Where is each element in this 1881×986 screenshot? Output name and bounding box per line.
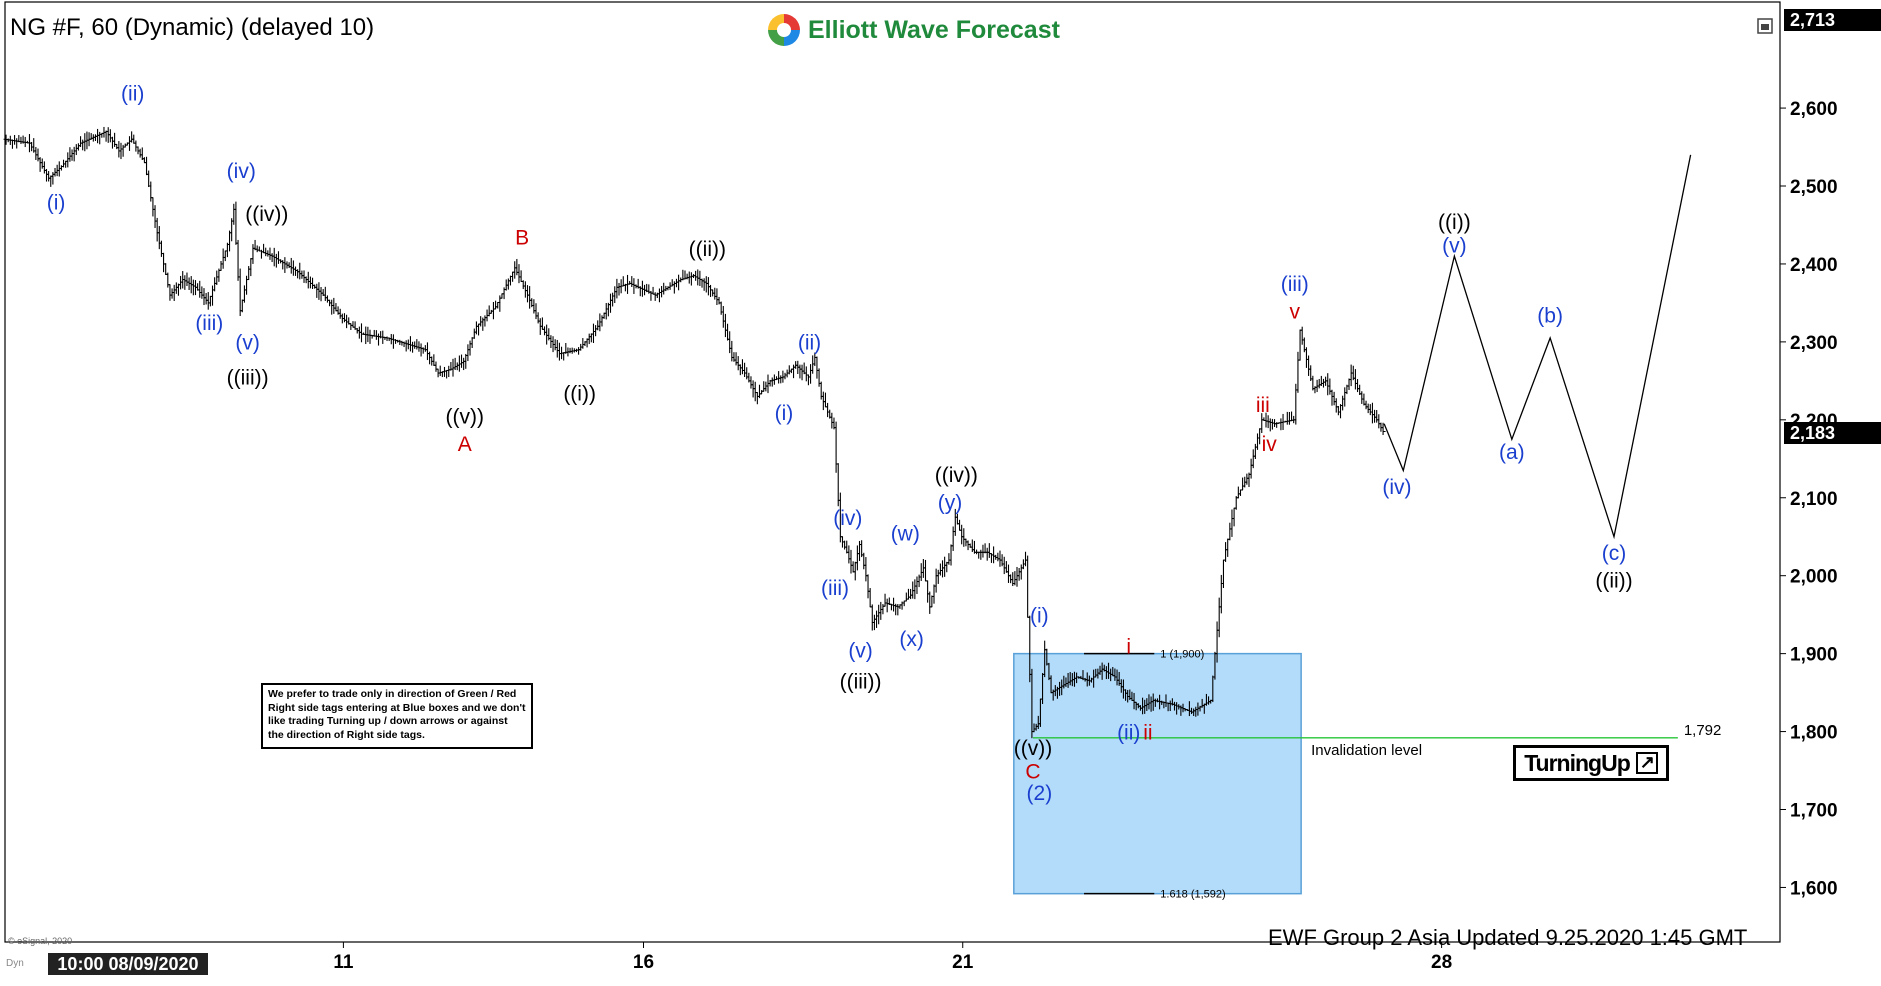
wave-label: (ii) — [1117, 721, 1140, 744]
wave-label: (v) — [848, 640, 873, 663]
turning-up-badge: TurningUp ↗ — [1513, 745, 1669, 781]
wave-label: (ii) — [798, 332, 821, 355]
x-tick-label: 16 — [633, 952, 654, 973]
wave-label: ((ii)) — [1595, 569, 1632, 592]
top-price-tag: 2,713 — [1784, 9, 1881, 31]
brand-name: Elliott Wave Forecast — [808, 15, 1060, 44]
wave-label: (w) — [891, 523, 920, 546]
wave-label: (iii) — [195, 312, 223, 335]
x-tick-label: 28 — [1431, 952, 1452, 973]
wave-label: (iv) — [833, 507, 862, 530]
wave-label: C — [1025, 760, 1040, 783]
wave-label: (i) — [1030, 604, 1049, 627]
wave-label: B — [515, 226, 529, 249]
current-price-tag: 2,183 — [1784, 422, 1881, 445]
wave-label: (2) — [1027, 782, 1053, 805]
wave-label: A — [458, 433, 472, 456]
y-tick-label: 1,600 — [1790, 878, 1838, 899]
wave-label: (a) — [1499, 441, 1525, 464]
plot-border — [4, 1, 1781, 943]
wave-label: (c) — [1602, 542, 1627, 565]
turning-up-label: TurningUp — [1524, 749, 1631, 776]
wave-label: (y) — [938, 491, 963, 514]
y-tick-label: 2,100 — [1790, 489, 1838, 510]
wave-label: ((v)) — [1014, 737, 1052, 760]
wave-label: ((iv)) — [935, 464, 978, 487]
brand-logo-icon — [768, 14, 800, 46]
y-tick-label: 2,500 — [1790, 177, 1838, 198]
wave-label: (i) — [775, 402, 794, 425]
wave-label: ((v)) — [445, 406, 483, 429]
wave-label: (ii) — [121, 82, 144, 105]
wave-label: (v) — [235, 332, 260, 355]
wave-label: ii — [1143, 721, 1152, 744]
arrow-up-right-icon: ↗ — [1635, 752, 1658, 774]
wave-label: (iv) — [1382, 476, 1411, 499]
y-tick-label: 1,700 — [1790, 801, 1838, 822]
x-tick-label: 11 — [333, 952, 354, 973]
wave-label: v — [1289, 301, 1300, 324]
window-restore-icon[interactable] — [1757, 18, 1773, 34]
copyright-text: © eSignal, 2020 — [8, 936, 73, 946]
fib-level-label: 1.618 (1,592) — [1160, 889, 1225, 901]
wave-label: ((i)) — [563, 382, 596, 405]
projection-path — [1383, 154, 1692, 540]
wave-label: (x) — [899, 628, 924, 651]
fib-level-label: 1 (1,900) — [1160, 649, 1204, 661]
y-tick-label: 2,000 — [1790, 567, 1838, 588]
wave-label: (iv) — [227, 160, 256, 183]
y-tick-label: 1,800 — [1790, 723, 1838, 744]
y-tick-label: 2,400 — [1790, 255, 1838, 276]
wave-label: (i) — [47, 191, 66, 214]
wave-label: i — [1126, 636, 1131, 659]
wave-label: ((ii)) — [689, 238, 726, 261]
cursor-date: 10:00 08/09/2020 — [48, 953, 208, 975]
wave-label: ((iv)) — [245, 203, 288, 226]
wave-label: (b) — [1537, 304, 1563, 327]
invalidation-value: 1,792 — [1684, 722, 1722, 739]
wave-label: ((iii)) — [227, 367, 269, 390]
wave-label: iii — [1256, 394, 1270, 417]
updated-footer: EWF Group 2 Asia Updated 9.25.2020 1:45 … — [1268, 925, 1748, 950]
dyn-label: Dyn — [6, 958, 24, 969]
y-tick-label: 2,600 — [1790, 99, 1838, 120]
wave-label: (iii) — [1281, 273, 1309, 296]
y-tick-label: 1,900 — [1790, 645, 1838, 666]
wave-label: ((i)) — [1438, 211, 1471, 234]
wave-label: ((iii)) — [840, 671, 882, 694]
y-tick-label: 2,300 — [1790, 333, 1838, 354]
symbol-title: NG #F, 60 (Dynamic) (delayed 10) — [10, 14, 375, 41]
invalidation-label: Invalidation level — [1311, 742, 1422, 759]
x-tick-label: 21 — [952, 952, 974, 973]
trading-note: We prefer to trade only in direction of … — [261, 683, 533, 749]
wave-label: (v) — [1442, 234, 1467, 257]
wave-label: (iii) — [821, 577, 849, 600]
wave-label: iv — [1262, 433, 1278, 456]
brand-logo: Elliott Wave Forecast — [768, 12, 1060, 48]
